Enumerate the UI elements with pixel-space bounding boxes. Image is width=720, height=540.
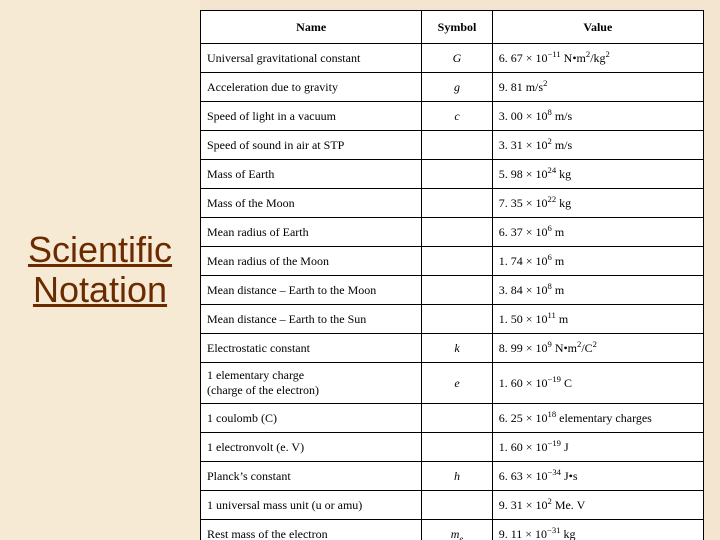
cell-value: 3. 00 × 108 m/s bbox=[492, 102, 703, 131]
cell-name: Planck’s constant bbox=[201, 462, 422, 491]
page-title: Scientific Notation bbox=[28, 230, 172, 309]
table-row: Mean radius of Earth 6. 37 × 106 m bbox=[201, 218, 704, 247]
title-panel: Scientific Notation bbox=[0, 0, 200, 540]
cell-value: 6. 25 × 1018 elementary charges bbox=[492, 404, 703, 433]
cell-symbol: e bbox=[422, 363, 492, 404]
cell-name: Electrostatic constant bbox=[201, 334, 422, 363]
cell-name: 1 coulomb (C) bbox=[201, 404, 422, 433]
cell-symbol: me bbox=[422, 520, 492, 540]
table-row: Universal gravitational constantG6. 67 ×… bbox=[201, 44, 704, 73]
table-row: Planck’s constanth6. 63 × 10−34 J•s bbox=[201, 462, 704, 491]
cell-symbol bbox=[422, 305, 492, 334]
title-line-1: Scientific bbox=[28, 229, 172, 270]
cell-value: 1. 60 × 10−19 J bbox=[492, 433, 703, 462]
cell-name: Mean radius of Earth bbox=[201, 218, 422, 247]
table-header-row: Name Symbol Value bbox=[201, 11, 704, 44]
table-row: Speed of light in a vacuumc3. 00 × 108 m… bbox=[201, 102, 704, 131]
cell-symbol bbox=[422, 433, 492, 462]
page-root: Scientific Notation Name Symbol Value Un… bbox=[0, 0, 720, 540]
cell-value: 9. 81 m/s2 bbox=[492, 73, 703, 102]
cell-name: Speed of light in a vacuum bbox=[201, 102, 422, 131]
table-row: Mass of Earth 5. 98 × 1024 kg bbox=[201, 160, 704, 189]
cell-value: 6. 67 × 10−11 N•m2/kg2 bbox=[492, 44, 703, 73]
cell-value: 9. 11 × 10−31 kg bbox=[492, 520, 703, 540]
cell-name: Mass of the Moon bbox=[201, 189, 422, 218]
header-name: Name bbox=[201, 11, 422, 44]
constants-table: Name Symbol Value Universal gravitationa… bbox=[200, 10, 704, 540]
cell-symbol: h bbox=[422, 462, 492, 491]
cell-symbol bbox=[422, 131, 492, 160]
title-line-2: Notation bbox=[33, 269, 167, 310]
cell-name: 1 universal mass unit (u or amu) bbox=[201, 491, 422, 520]
cell-name: Acceleration due to gravity bbox=[201, 73, 422, 102]
cell-value: 1. 74 × 106 m bbox=[492, 247, 703, 276]
header-symbol: Symbol bbox=[422, 11, 492, 44]
cell-symbol bbox=[422, 491, 492, 520]
cell-value: 1. 50 × 1011 m bbox=[492, 305, 703, 334]
cell-symbol: g bbox=[422, 73, 492, 102]
cell-value: 6. 37 × 106 m bbox=[492, 218, 703, 247]
table-row: Mean distance – Earth to the Moon 3. 84 ×… bbox=[201, 276, 704, 305]
cell-value: 3. 31 × 102 m/s bbox=[492, 131, 703, 160]
cell-value: 7. 35 × 1022 kg bbox=[492, 189, 703, 218]
cell-value: 8. 99 × 109 N•m2/C2 bbox=[492, 334, 703, 363]
cell-value: 3. 84 × 108 m bbox=[492, 276, 703, 305]
table-row: Mean distance – Earth to the Sun 1. 50 × … bbox=[201, 305, 704, 334]
table-row: Speed of sound in air at STP 3. 31 × 102 … bbox=[201, 131, 704, 160]
cell-symbol bbox=[422, 218, 492, 247]
cell-value: 5. 98 × 1024 kg bbox=[492, 160, 703, 189]
cell-name: Mean distance – Earth to the Moon bbox=[201, 276, 422, 305]
cell-symbol: c bbox=[422, 102, 492, 131]
cell-symbol bbox=[422, 160, 492, 189]
cell-symbol: G bbox=[422, 44, 492, 73]
table-row: Rest mass of the electronme9. 11 × 10−31… bbox=[201, 520, 704, 540]
cell-name: Speed of sound in air at STP bbox=[201, 131, 422, 160]
cell-name: 1 electronvolt (e. V) bbox=[201, 433, 422, 462]
cell-symbol bbox=[422, 247, 492, 276]
table-row: 1 electronvolt (e. V) 1. 60 × 10−19 J bbox=[201, 433, 704, 462]
table-row: Acceleration due to gravityg9. 81 m/s2 bbox=[201, 73, 704, 102]
table-row: Electrostatic constantk8. 99 × 109 N•m2/… bbox=[201, 334, 704, 363]
cell-value: 1. 60 × 10−19 C bbox=[492, 363, 703, 404]
cell-symbol bbox=[422, 189, 492, 218]
table-row: Mass of the Moon 7. 35 × 1022 kg bbox=[201, 189, 704, 218]
cell-name: 1 elementary charge(charge of the electr… bbox=[201, 363, 422, 404]
cell-value: 9. 31 × 102 Me. V bbox=[492, 491, 703, 520]
cell-name: Mass of Earth bbox=[201, 160, 422, 189]
cell-symbol bbox=[422, 404, 492, 433]
table-body: Universal gravitational constantG6. 67 ×… bbox=[201, 44, 704, 540]
cell-name: Rest mass of the electron bbox=[201, 520, 422, 540]
cell-value: 6. 63 × 10−34 J•s bbox=[492, 462, 703, 491]
cell-name: Universal gravitational constant bbox=[201, 44, 422, 73]
header-value: Value bbox=[492, 11, 703, 44]
table-row: 1 elementary charge(charge of the electr… bbox=[201, 363, 704, 404]
table-row: 1 coulomb (C) 6. 25 × 1018 elementary cha… bbox=[201, 404, 704, 433]
cell-name: Mean distance – Earth to the Sun bbox=[201, 305, 422, 334]
cell-name: Mean radius of the Moon bbox=[201, 247, 422, 276]
table-row: Mean radius of the Moon 1. 74 × 106 m bbox=[201, 247, 704, 276]
cell-symbol bbox=[422, 276, 492, 305]
cell-symbol: k bbox=[422, 334, 492, 363]
table-panel: Name Symbol Value Universal gravitationa… bbox=[200, 0, 720, 540]
table-row: 1 universal mass unit (u or amu) 9. 31 × … bbox=[201, 491, 704, 520]
